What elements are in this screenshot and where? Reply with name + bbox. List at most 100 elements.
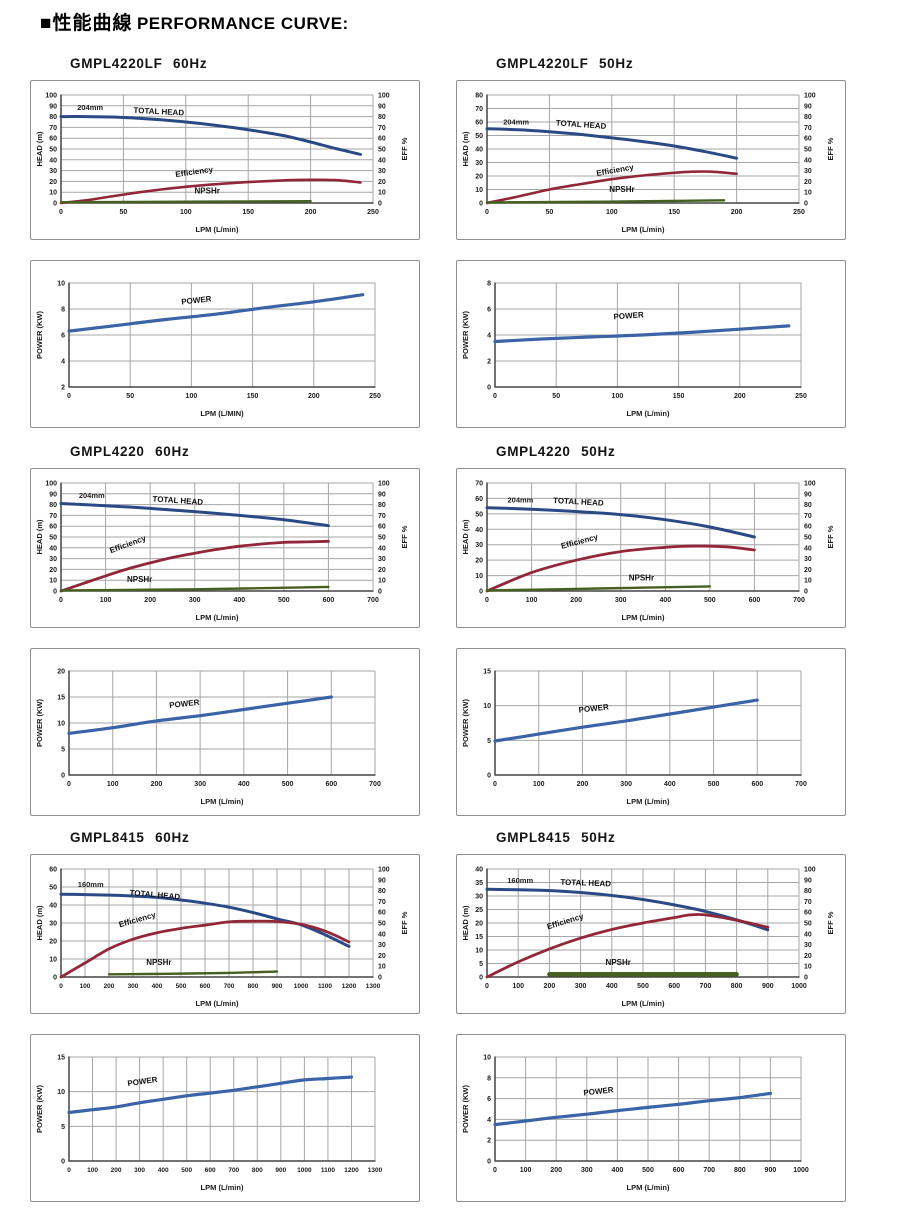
svg-text:600: 600 (668, 983, 680, 990)
svg-text:5: 5 (61, 1124, 65, 1131)
svg-text:0: 0 (485, 597, 489, 604)
svg-text:POWER (KW): POWER (KW) (35, 699, 44, 747)
svg-text:TOTAL HEAD: TOTAL HEAD (556, 118, 607, 131)
svg-text:70: 70 (475, 106, 483, 113)
svg-text:40: 40 (804, 157, 812, 164)
svg-text:50: 50 (120, 209, 128, 216)
svg-text:500: 500 (637, 983, 649, 990)
svg-text:80: 80 (378, 502, 386, 509)
svg-text:4: 4 (487, 1117, 491, 1124)
chart-group-title: GMPL8415 60Hz (70, 830, 190, 845)
svg-text:300: 300 (128, 983, 139, 990)
svg-text:LPM (L/min): LPM (L/min) (627, 797, 670, 806)
svg-text:0: 0 (487, 1159, 491, 1166)
svg-text:POWER (KW): POWER (KW) (461, 311, 470, 359)
svg-text:60: 60 (804, 136, 812, 143)
svg-text:50: 50 (804, 147, 812, 154)
svg-text:400: 400 (606, 983, 618, 990)
svg-text:LPM (L/min): LPM (L/min) (196, 613, 239, 622)
svg-text:100: 100 (186, 393, 198, 400)
head-efficiency-chart: 0 50 100 150 200 250 0 10 20 30 40 50 60 70 80 0 10 20 30 4… (456, 80, 846, 240)
svg-text:10: 10 (475, 573, 483, 580)
svg-text:80: 80 (49, 502, 57, 509)
svg-text:15: 15 (475, 934, 483, 941)
svg-text:HEAD (m): HEAD (m) (461, 131, 470, 167)
svg-text:NPSHr: NPSHr (606, 958, 631, 967)
svg-text:900: 900 (765, 1167, 777, 1174)
svg-text:6: 6 (487, 1096, 491, 1103)
svg-text:10: 10 (49, 190, 57, 197)
svg-text:100: 100 (378, 93, 390, 100)
svg-text:20: 20 (475, 174, 483, 181)
svg-text:10: 10 (804, 190, 812, 197)
svg-text:0: 0 (485, 983, 489, 990)
svg-text:204mm: 204mm (79, 491, 105, 500)
svg-text:0: 0 (67, 781, 71, 788)
svg-text:250: 250 (367, 209, 379, 216)
svg-text:100: 100 (606, 209, 618, 216)
svg-text:70: 70 (378, 899, 386, 906)
svg-text:Efficiency: Efficiency (118, 910, 157, 929)
svg-text:80: 80 (804, 502, 812, 509)
svg-text:204mm: 204mm (503, 118, 529, 127)
svg-text:POWER (KW): POWER (KW) (35, 311, 44, 359)
svg-text:50: 50 (49, 885, 57, 892)
svg-text:250: 250 (369, 393, 381, 400)
power-chart: 0 100 200 300 400 500 600 700 0 5 10 15 20 POWER (KW)… (30, 648, 420, 816)
svg-text:NPSHr: NPSHr (629, 574, 654, 583)
svg-text:50: 50 (126, 393, 134, 400)
svg-text:NPSHr: NPSHr (195, 186, 220, 195)
svg-text:300: 300 (189, 597, 201, 604)
chart-group-title: GMPL4220 60Hz (70, 444, 190, 459)
svg-text:LPM (L/min): LPM (L/min) (622, 225, 665, 234)
svg-text:40: 40 (804, 931, 812, 938)
svg-text:600: 600 (323, 597, 335, 604)
svg-text:0: 0 (485, 209, 489, 216)
svg-text:200: 200 (104, 983, 115, 990)
svg-text:500: 500 (278, 597, 290, 604)
chart-group-title: GMPL4220LF 50Hz (496, 56, 634, 71)
page-title-cjk: ■性能曲線 (40, 13, 133, 34)
svg-text:50: 50 (378, 921, 386, 928)
svg-text:700: 700 (367, 597, 379, 604)
svg-text:400: 400 (158, 1167, 169, 1174)
svg-text:50: 50 (552, 393, 560, 400)
svg-text:250: 250 (795, 393, 807, 400)
svg-text:20: 20 (475, 921, 483, 928)
chart-group-gmpl4220-50hz: GMPL4220 50Hz 0 100 200 300 400 500 600 700 0 10 2… (456, 444, 848, 816)
svg-text:10: 10 (57, 721, 65, 728)
svg-text:20: 20 (49, 179, 57, 186)
svg-text:500: 500 (181, 1167, 192, 1174)
svg-text:0: 0 (487, 385, 491, 392)
svg-text:25: 25 (475, 907, 483, 914)
svg-text:40: 40 (475, 867, 483, 874)
svg-text:LPM (L/min): LPM (L/min) (627, 1183, 670, 1192)
svg-text:100: 100 (180, 209, 192, 216)
svg-text:30: 30 (49, 556, 57, 563)
svg-text:60: 60 (49, 867, 57, 874)
svg-text:LPM (L/min): LPM (L/min) (196, 999, 239, 1008)
svg-text:1300: 1300 (366, 983, 381, 990)
svg-text:0: 0 (59, 597, 63, 604)
svg-text:0: 0 (804, 589, 808, 596)
svg-text:20: 20 (57, 669, 65, 676)
svg-text:1000: 1000 (294, 983, 309, 990)
svg-text:6: 6 (61, 333, 65, 340)
svg-text:1100: 1100 (321, 1167, 335, 1174)
svg-text:15: 15 (57, 695, 65, 702)
svg-text:90: 90 (378, 877, 386, 884)
svg-text:30: 30 (49, 921, 57, 928)
power-chart: 0 100 200 300 400 500 600 700 800 900 1000 1100 1200… (30, 1034, 420, 1202)
svg-text:100: 100 (378, 481, 390, 488)
svg-text:0: 0 (493, 1167, 497, 1174)
svg-text:0: 0 (59, 983, 63, 990)
chart-group-gmpl4220lf-50hz: GMPL4220LF 50Hz 0 50 100 150 200 250 0 10 20 30 40… (456, 56, 848, 428)
svg-text:250: 250 (793, 209, 805, 216)
svg-text:40: 40 (378, 545, 386, 552)
svg-text:700: 700 (793, 597, 805, 604)
svg-text:EFF %: EFF % (400, 911, 409, 934)
svg-text:700: 700 (703, 1167, 715, 1174)
svg-text:10: 10 (378, 578, 386, 585)
svg-text:400: 400 (238, 781, 250, 788)
svg-text:LPM (L/min): LPM (L/min) (622, 613, 665, 622)
